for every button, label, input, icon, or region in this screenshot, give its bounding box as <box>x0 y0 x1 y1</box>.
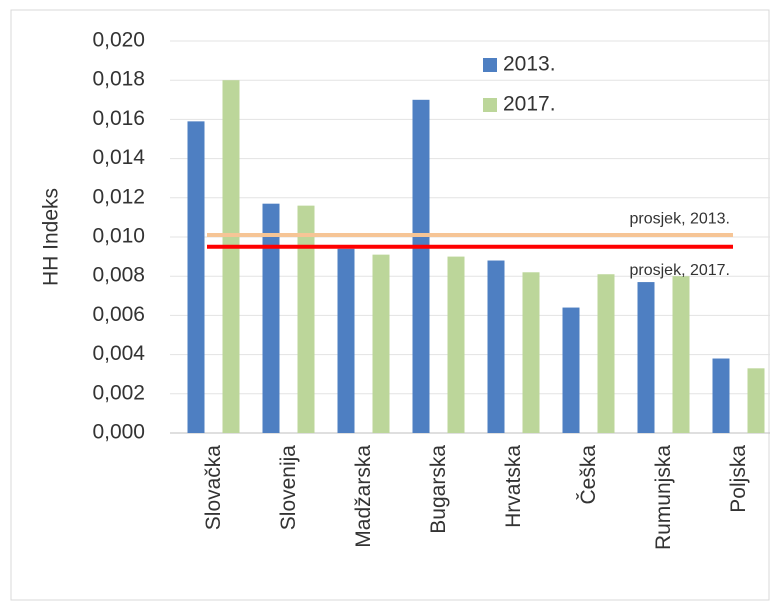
bar <box>562 307 580 433</box>
reference-label: prosjek, 2017. <box>629 262 730 279</box>
y-tick-label: 0,018 <box>92 68 145 91</box>
legend-label: 2013. <box>503 53 556 76</box>
bar <box>337 248 355 433</box>
x-tick-label: Slovačka <box>202 445 225 531</box>
x-tick-label: Hrvatska <box>502 445 525 528</box>
x-tick-label: Rumunjska <box>652 445 675 550</box>
y-tick-label: 0,000 <box>92 421 145 444</box>
bar <box>297 205 315 433</box>
x-tick-label: Poljska <box>727 445 750 513</box>
y-tick-label: 0,006 <box>92 303 145 326</box>
bar <box>262 203 280 433</box>
bar <box>672 276 690 433</box>
bar <box>747 368 765 433</box>
bar <box>487 260 505 433</box>
y-tick-label: 0,004 <box>92 342 145 365</box>
x-tick-label: Slovenija <box>277 445 300 531</box>
bar <box>637 282 655 433</box>
legend-swatch <box>483 98 497 112</box>
y-tick-label: 0,020 <box>92 29 145 52</box>
bar <box>222 80 240 433</box>
bar <box>187 121 205 434</box>
legend-swatch <box>483 58 497 72</box>
x-tick-label: Češka <box>577 445 600 505</box>
y-tick-label: 0,014 <box>92 146 145 169</box>
bar <box>447 256 465 433</box>
bar <box>372 254 390 433</box>
y-tick-label: 0,012 <box>92 185 145 208</box>
x-tick-label: Madžarska <box>352 445 375 548</box>
y-tick-label: 0,010 <box>92 225 145 248</box>
bar <box>412 99 430 434</box>
x-tick-label: Bugarska <box>427 445 450 534</box>
reference-label: prosjek, 2013. <box>629 210 730 227</box>
legend-label: 2017. <box>503 93 556 116</box>
bar <box>597 274 615 433</box>
y-tick-label: 0,008 <box>92 264 145 287</box>
y-tick-label: 0,002 <box>92 381 145 404</box>
y-axis-label: HH Indeks <box>40 188 63 286</box>
bar <box>522 272 540 433</box>
bar <box>712 358 730 433</box>
y-tick-label: 0,016 <box>92 107 145 130</box>
